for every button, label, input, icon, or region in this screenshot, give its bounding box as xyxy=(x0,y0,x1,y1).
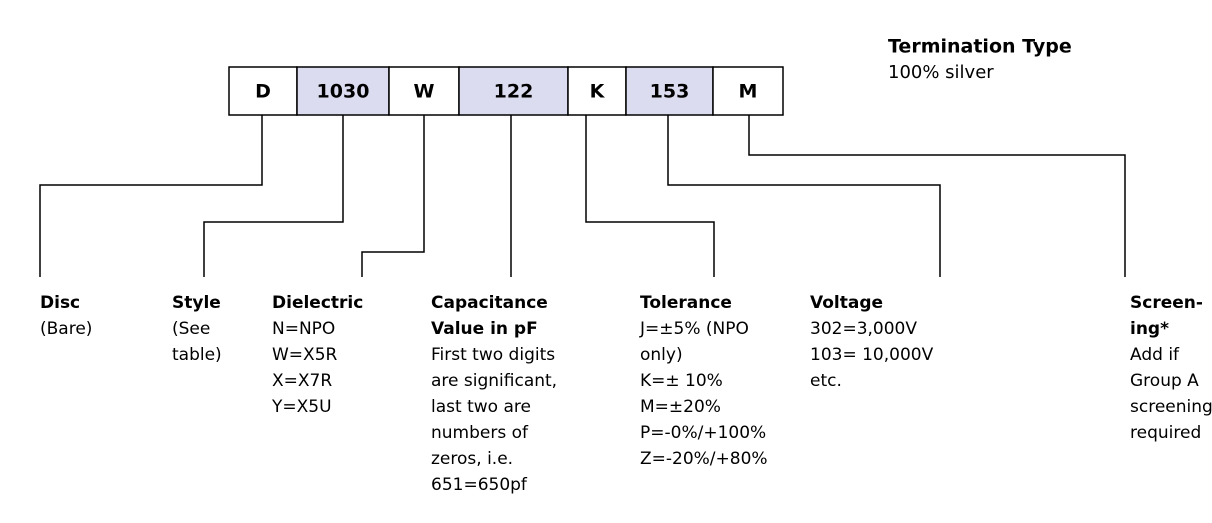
code-box xyxy=(625,66,714,116)
column-title: Value in pF xyxy=(431,319,538,339)
column-text: table) xyxy=(172,345,222,365)
column-text: 103= 10,000V xyxy=(810,345,934,365)
code-box xyxy=(296,66,390,116)
column-text: screening is xyxy=(1130,397,1212,417)
code-label: M xyxy=(739,81,758,103)
code-box xyxy=(712,66,784,116)
column-text: First two digits xyxy=(431,345,555,365)
code-label: D xyxy=(255,81,271,103)
column-text: P=-0%/+100% xyxy=(640,423,766,443)
termination-title: Termination Type xyxy=(888,36,1072,58)
connector xyxy=(361,115,425,277)
column-text: M=±20% xyxy=(640,397,721,417)
column-text: (Bare) xyxy=(40,319,92,339)
column-text: Y=X5U xyxy=(271,397,332,417)
column-title: ing* xyxy=(1130,319,1169,339)
column-title: Style xyxy=(172,293,221,313)
column-title: Dielectric xyxy=(272,293,363,313)
column-text: etc. xyxy=(810,371,842,391)
column-text: Z=-20%/+80% xyxy=(640,449,768,469)
column-text: Group A xyxy=(1130,371,1199,391)
code-box xyxy=(567,66,627,116)
column-text: N=NPO xyxy=(272,319,335,339)
column-title: Voltage xyxy=(810,293,883,313)
column-text: last two are xyxy=(431,397,531,417)
connector xyxy=(203,115,344,277)
column-title: Disc xyxy=(40,293,80,313)
connector xyxy=(748,115,1126,277)
connector xyxy=(667,115,941,277)
column-title: Capacitance xyxy=(431,293,548,313)
column-text: 302=3,000V xyxy=(810,319,917,339)
column-text: zeros, i.e. xyxy=(431,449,513,469)
column-text: only) xyxy=(640,345,683,365)
column-text: X=X7R xyxy=(272,371,332,391)
column-text: numbers of xyxy=(431,423,529,443)
connector xyxy=(585,115,715,277)
column-text: required xyxy=(1130,423,1201,443)
connector xyxy=(39,115,263,277)
column-text: (See xyxy=(172,319,210,339)
column-text: are significant, xyxy=(431,371,557,391)
termination-text: 100% silver xyxy=(888,62,994,83)
column-title: Screen- xyxy=(1130,293,1203,313)
code-box xyxy=(228,66,298,116)
code-label: K xyxy=(590,81,606,103)
column-text: 651=650pf xyxy=(431,475,528,495)
column-text: K=± 10% xyxy=(640,371,723,391)
code-label: 1030 xyxy=(317,81,370,103)
code-label: W xyxy=(414,81,435,103)
column-text: W=X5R xyxy=(272,345,338,365)
code-label: 153 xyxy=(650,81,690,103)
column-text: Add if xyxy=(1130,345,1180,365)
column-title: Tolerance xyxy=(640,293,732,313)
code-label: 122 xyxy=(494,81,534,103)
column-text: J=±5% (NPO xyxy=(639,319,749,339)
